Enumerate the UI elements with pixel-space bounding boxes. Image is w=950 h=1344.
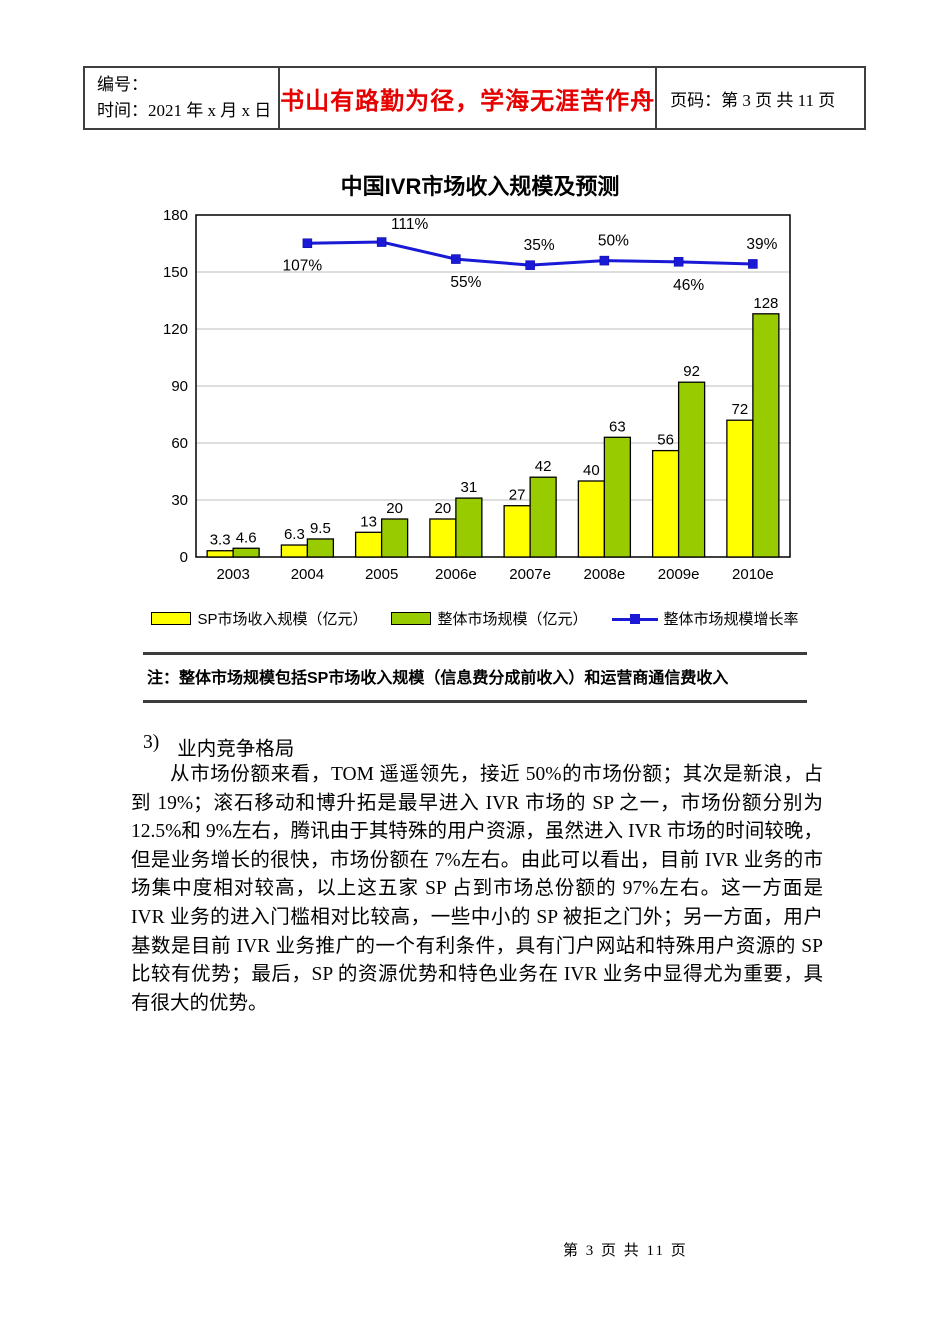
y-tick-label: 120 bbox=[163, 321, 188, 338]
bar-sp-revenue bbox=[577, 480, 606, 558]
bar-value-label: 20 bbox=[386, 500, 403, 517]
header-table: 编号： 时间：2021 年 x 月 x 日 书山有路勤为径，学海无涯苦作舟 页码… bbox=[83, 66, 866, 130]
x-category-label: 2003 bbox=[216, 566, 249, 583]
bar-value-label: 40 bbox=[583, 462, 600, 479]
legend-item-growth-rate: 整体市场规模增长率 bbox=[611, 608, 799, 629]
x-category-label: 2007e bbox=[509, 566, 551, 583]
bar-value-label: 72 bbox=[732, 401, 749, 418]
bar-value-label: 92 bbox=[683, 363, 700, 380]
bar-total-market bbox=[677, 381, 706, 558]
legend-swatch-yellow bbox=[151, 612, 192, 625]
growth-rate-marker bbox=[376, 237, 387, 247]
bar-value-label: 31 bbox=[461, 479, 478, 496]
bar-value-label: 27 bbox=[509, 487, 526, 504]
section-number: 3) bbox=[143, 732, 160, 753]
x-category-label: 2004 bbox=[291, 566, 324, 583]
bar-sp-revenue bbox=[206, 550, 234, 558]
growth-rate-label: 111% bbox=[391, 216, 429, 233]
growth-rate-marker bbox=[451, 254, 461, 264]
bar-total-market bbox=[306, 538, 335, 558]
bar-value-label: 128 bbox=[753, 295, 778, 312]
growth-rate-marker bbox=[525, 260, 535, 270]
x-category-label: 2005 bbox=[365, 566, 398, 583]
bar-value-label: 20 bbox=[435, 500, 452, 517]
legend-swatch-green bbox=[391, 612, 432, 625]
y-tick-label: 30 bbox=[171, 492, 188, 509]
legend-item-sp-revenue: SP市场收入规模（亿元） bbox=[151, 608, 367, 629]
growth-rate-marker bbox=[302, 238, 313, 249]
bar-sp-revenue bbox=[354, 531, 383, 558]
growth-rate-label: 46% bbox=[673, 277, 704, 294]
bar-sp-revenue bbox=[503, 505, 531, 558]
bar-total-market bbox=[455, 497, 483, 558]
bar-sp-revenue bbox=[429, 518, 457, 558]
chart-legend: SP市场收入规模（亿元） 整体市场规模（亿元） 整体市场规模增长率 bbox=[145, 608, 805, 629]
chart-title: 中国IVR市场收入规模及预测 bbox=[341, 174, 620, 199]
y-tick-label: 180 bbox=[163, 207, 188, 224]
bar-value-label: 63 bbox=[609, 418, 626, 435]
bar-total-market bbox=[232, 547, 260, 558]
bar-sp-revenue bbox=[280, 544, 309, 558]
growth-rate-label: 35% bbox=[524, 237, 555, 254]
header-cell-number-date: 编号： 时间：2021 年 x 月 x 日 bbox=[85, 68, 281, 128]
legend-label-sp-revenue: SP市场收入规模（亿元） bbox=[197, 611, 368, 628]
doc-date-label: 时间：2021 年 x 月 x 日 bbox=[97, 101, 272, 120]
body-paragraph: 从市场份额来看，TOM 遥遥领先，接近 50%的市场份额；其次是新浪，占到 19… bbox=[131, 764, 823, 1014]
growth-rate-marker bbox=[673, 257, 684, 267]
growth-rate-label: 107% bbox=[283, 257, 323, 274]
growth-rate-marker bbox=[599, 255, 610, 266]
legend-line-sample bbox=[611, 613, 658, 624]
y-tick-label: 60 bbox=[171, 435, 188, 452]
bar-total-market bbox=[380, 518, 409, 558]
ivr-market-chart: 中国IVR市场收入规模及预测 0 30 60 90 120 150 180 2003 3.3 4.… bbox=[163, 174, 791, 583]
section-heading: 3) 业内竞争格局 bbox=[143, 732, 294, 761]
bar-value-label: 4.6 bbox=[236, 529, 257, 546]
bar-value-label: 6.3 bbox=[284, 526, 305, 543]
growth-rate-label: 55% bbox=[450, 274, 481, 291]
motto-text: 书山有路勤为径，学海无涯苦作舟 bbox=[280, 88, 656, 115]
bar-value-label: 9.5 bbox=[310, 520, 331, 537]
bar-value-label: 13 bbox=[360, 513, 377, 530]
bar-value-label: 56 bbox=[657, 432, 674, 449]
bar-value-label: 42 bbox=[535, 458, 552, 475]
growth-rate-label: 39% bbox=[746, 236, 777, 253]
growth-rate-label: 50% bbox=[598, 233, 629, 250]
legend-label-growth-rate: 整体市场规模增长率 bbox=[663, 611, 799, 628]
x-category-label: 2008e bbox=[584, 566, 626, 583]
bar-total-market bbox=[752, 313, 780, 558]
footer-page-number: 第 3 页 共 11 页 bbox=[563, 1243, 688, 1259]
header-cell-motto: 书山有路勤为径，学海无涯苦作舟 bbox=[280, 68, 658, 128]
x-category-label: 2006e bbox=[435, 566, 477, 583]
x-category-label: 2009e bbox=[658, 566, 700, 583]
legend-line-marker-icon bbox=[629, 613, 640, 624]
section-title: 业内竞争格局 bbox=[177, 739, 295, 760]
x-category-label: 2010e bbox=[732, 566, 774, 583]
bar-total-market bbox=[603, 436, 632, 558]
growth-rate-marker bbox=[748, 259, 758, 269]
page-number-label: 页码：第 3 页 共 11 页 bbox=[670, 90, 836, 110]
plot-border bbox=[195, 214, 791, 558]
chart-note: 注：整体市场规模包括SP市场收入规模（信息费分成前收入）和运营商通信费收入 bbox=[143, 652, 807, 703]
y-tick-label: 0 bbox=[180, 549, 188, 566]
bar-sp-revenue bbox=[651, 449, 680, 558]
header-cell-page: 页码：第 3 页 共 11 页 bbox=[657, 68, 864, 128]
bar-total-market bbox=[529, 476, 557, 558]
doc-number-label: 编号： bbox=[97, 75, 148, 94]
bar-sp-revenue bbox=[726, 419, 754, 558]
chart-figure: 中国IVR市场收入规模及预测 0 30 60 90 120 150 180 2003 3.3 4.… bbox=[143, 158, 807, 708]
y-tick-label: 90 bbox=[171, 378, 188, 395]
y-tick-label: 150 bbox=[163, 264, 188, 281]
bar-value-label: 3.3 bbox=[210, 532, 231, 549]
legend-label-total-market: 整体市场规模（亿元） bbox=[437, 611, 588, 628]
legend-item-total-market: 整体市场规模（亿元） bbox=[391, 608, 588, 629]
